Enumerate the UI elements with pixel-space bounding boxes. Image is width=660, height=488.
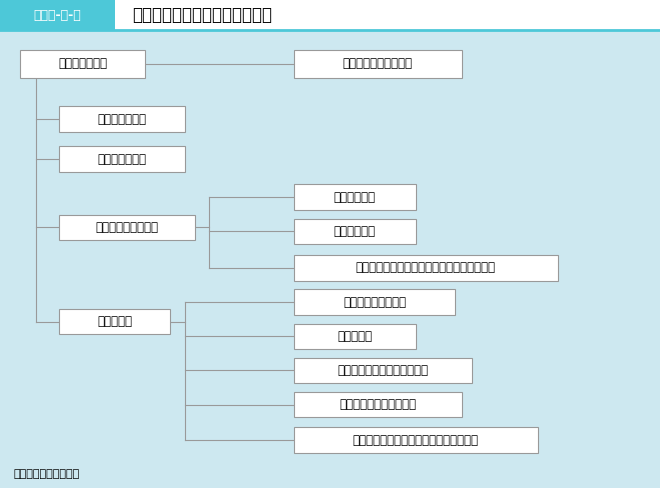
Text: 教学マネジメント特別委員会: 教学マネジメント特別委員会 (337, 364, 428, 377)
FancyBboxPatch shape (294, 289, 455, 315)
FancyBboxPatch shape (294, 50, 462, 78)
FancyBboxPatch shape (294, 219, 416, 244)
Text: 図表２-１-１: 図表２-１-１ (34, 9, 82, 21)
Text: 新しい時代の初等中等教育の在り方特別部会: 新しい時代の初等中等教育の在り方特別部会 (356, 262, 496, 274)
Text: 教育制度分科会: 教育制度分科会 (98, 113, 147, 125)
Text: 大学分科会: 大学分科会 (97, 315, 133, 328)
Text: 第１０期中央教育審議会機構図: 第１０期中央教育審議会機構図 (132, 6, 272, 24)
Text: 認証評価機関の認証に関する審査委員会: 認証評価機関の認証に関する審査委員会 (353, 434, 478, 447)
FancyBboxPatch shape (0, 0, 660, 30)
FancyBboxPatch shape (294, 324, 416, 349)
Text: 令和元年６月１日現在: 令和元年６月１日現在 (13, 469, 79, 479)
FancyBboxPatch shape (20, 50, 145, 78)
Text: 質保証システム部会: 質保証システム部会 (343, 296, 406, 308)
FancyBboxPatch shape (294, 427, 538, 453)
Text: 教育課程部会: 教育課程部会 (334, 191, 376, 203)
FancyBboxPatch shape (59, 215, 195, 240)
Text: 初等中等教育分科会: 初等中等教育分科会 (96, 221, 158, 234)
FancyBboxPatch shape (294, 392, 462, 417)
Text: 大学院部会: 大学院部会 (337, 330, 372, 343)
FancyBboxPatch shape (0, 0, 115, 30)
FancyBboxPatch shape (294, 184, 416, 210)
FancyBboxPatch shape (59, 106, 185, 132)
Text: 教育振興基本計画部会: 教育振興基本計画部会 (343, 58, 413, 70)
Text: 法科大学院等特別委員会: 法科大学院等特別委員会 (339, 398, 416, 411)
Text: 中央教育審議会: 中央教育審議会 (58, 58, 107, 70)
FancyBboxPatch shape (294, 255, 558, 281)
FancyBboxPatch shape (59, 309, 170, 334)
Text: 教員養成部会: 教員養成部会 (334, 225, 376, 238)
Text: 生涯学習分科会: 生涯学習分科会 (98, 153, 147, 165)
FancyBboxPatch shape (59, 146, 185, 172)
FancyBboxPatch shape (294, 358, 472, 383)
